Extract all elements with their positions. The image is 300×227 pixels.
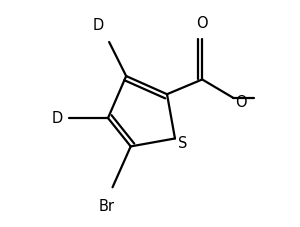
Text: O: O	[235, 95, 247, 110]
Text: Br: Br	[99, 199, 115, 214]
Text: O: O	[196, 16, 208, 31]
Text: D: D	[51, 111, 63, 126]
Text: D: D	[92, 18, 103, 33]
Text: S: S	[178, 136, 188, 151]
